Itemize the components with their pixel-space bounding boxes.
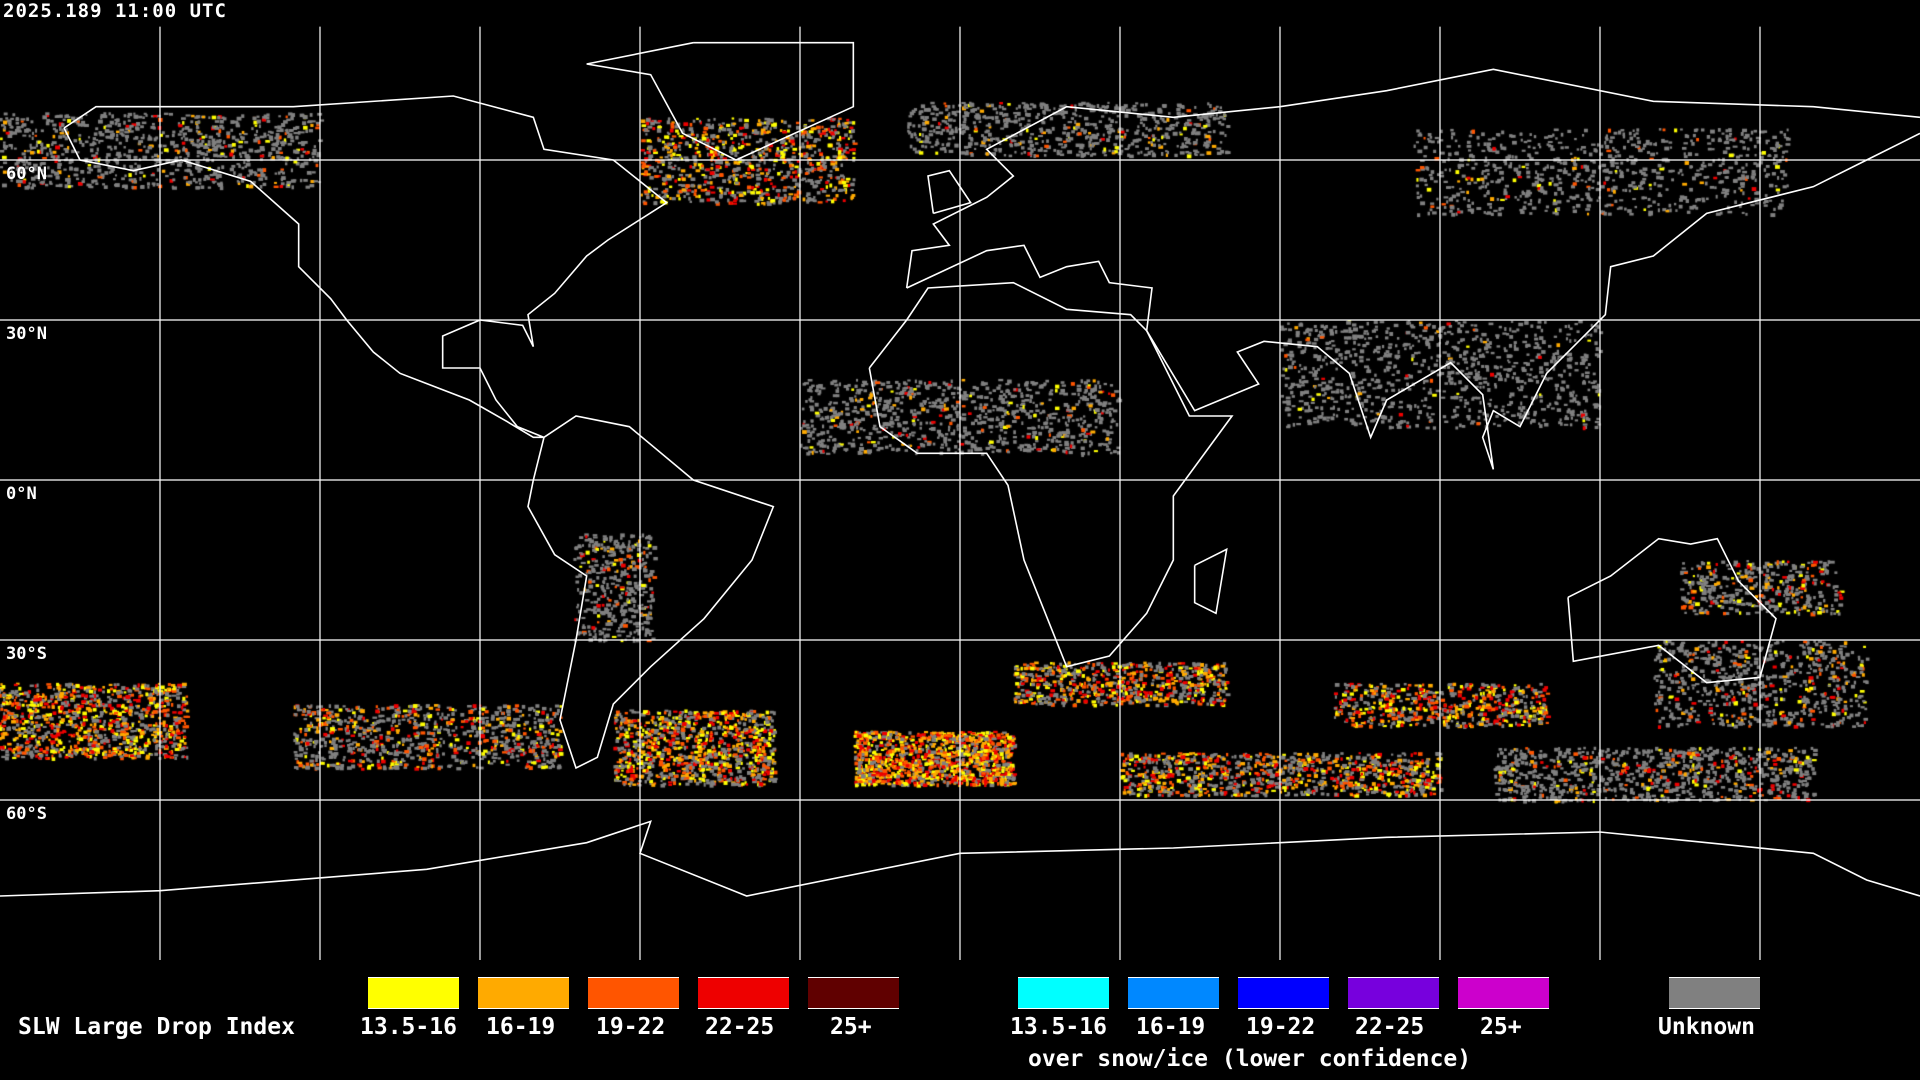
legend-swatch-light-blue: [1128, 977, 1219, 1009]
legend-swatch-cyan: [1018, 977, 1109, 1009]
coastline-uk: [927, 169, 972, 215]
legend-label: 13.5-16: [360, 1014, 457, 1040]
coastline-north-america: [63, 95, 669, 439]
lat-label-0n: 0°N: [6, 484, 37, 504]
legend-swatch-blue: [1238, 977, 1329, 1009]
legend-swatch-yellow: [368, 977, 459, 1009]
coastline-eurasia: [905, 68, 1920, 289]
legend: SLW Large Drop Index 13.5-16 16-19 19-22…: [0, 960, 1920, 1080]
legend-swatch-dark-red: [808, 977, 899, 1009]
legend-label: 16-19: [486, 1014, 556, 1040]
legend-title: SLW Large Drop Index: [18, 1014, 295, 1040]
lat-label-30n: 30°N: [6, 324, 47, 344]
legend-label: 13.5-16: [1010, 1014, 1107, 1040]
legend-swatch-magenta: [1458, 977, 1549, 1009]
lat-label-60s: 60°S: [6, 804, 47, 824]
coastline-greenland: [586, 41, 855, 161]
legend-swatch-red: [698, 977, 789, 1009]
coastline-madagascar: [1193, 547, 1228, 615]
legend-label-unknown: Unknown: [1658, 1014, 1755, 1040]
coastline-africa: [868, 281, 1234, 668]
coastline-antarctica: [0, 820, 1920, 897]
legend-swatch-orange: [478, 977, 569, 1009]
world-map: [0, 0, 1920, 960]
legend-swatch-red-orange: [588, 977, 679, 1009]
lat-label-60n: 60°N: [6, 164, 47, 184]
coastline-australia: [1567, 537, 1777, 684]
lat-label-30s: 30°S: [6, 644, 47, 664]
legend-swatch-violet: [1348, 977, 1439, 1009]
legend-label: 22-25: [705, 1014, 775, 1040]
legend-label: 16-19: [1136, 1014, 1206, 1040]
legend-swatch-unknown: [1669, 977, 1760, 1009]
legend-label: 19-22: [1246, 1014, 1316, 1040]
legend-label: 19-22: [596, 1014, 666, 1040]
timestamp: 2025.189 11:00 UTC: [3, 0, 227, 22]
legend-label: 22-25: [1355, 1014, 1425, 1040]
coastline-south-america: [527, 415, 775, 770]
coastline-asia-east: [906, 132, 1920, 470]
legend-label: 25+: [830, 1014, 872, 1040]
coastline-grid-layer: [0, 26, 1920, 960]
snow-ice-caption: over snow/ice (lower confidence): [1028, 1046, 1472, 1072]
legend-label: 25+: [1480, 1014, 1522, 1040]
